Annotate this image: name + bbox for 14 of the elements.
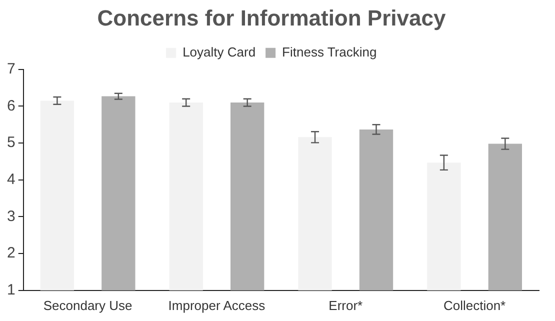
legend-label: Loyalty Card <box>182 44 256 60</box>
y-tick-label: 7 <box>7 60 16 78</box>
legend-label: Fitness Tracking <box>282 44 377 60</box>
y-tick-label: 4 <box>7 171 16 188</box>
y-tick-label: 5 <box>7 134 16 152</box>
y-tick-label: 6 <box>7 97 16 114</box>
x-tick-label: Improper Access <box>168 298 266 313</box>
x-tick-label: Collection* <box>443 298 506 313</box>
x-tick-label: Error* <box>328 298 363 313</box>
y-tick-label: 2 <box>7 244 16 262</box>
y-tick-label: 1 <box>7 282 16 299</box>
y-tick-label: 3 <box>7 208 16 225</box>
chart-title: Concerns for Information Privacy <box>97 5 446 30</box>
x-tick-label: Secondary Use <box>43 298 132 313</box>
